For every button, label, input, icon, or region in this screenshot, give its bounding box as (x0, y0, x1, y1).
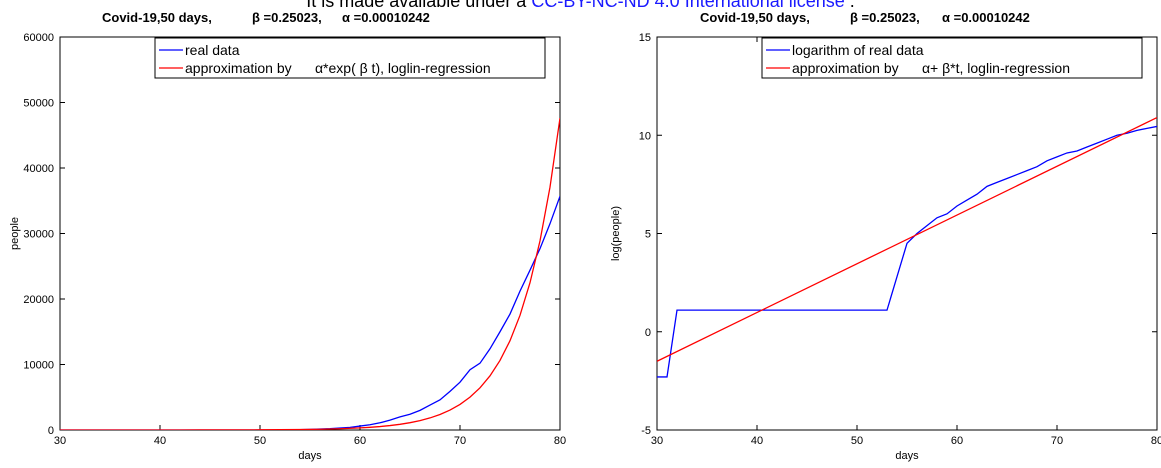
x-tick-label: 60 (951, 435, 963, 447)
license-suffix: . (844, 0, 855, 11)
x-tick-label: 40 (751, 435, 763, 447)
y-tick-label: 30000 (23, 229, 54, 241)
y-axis-label: log(people) (610, 206, 622, 261)
legend-entry: approximation by α*exp( β t), loglin-reg… (185, 60, 491, 76)
chart-title-part: Covid-19,50 days, (700, 10, 810, 25)
x-tick-label: 70 (454, 435, 466, 447)
x-tick-label: 50 (254, 435, 266, 447)
legend-entry: logarithm of real data (792, 42, 924, 58)
plot-frame (656, 36, 1158, 431)
y-tick-label: 15 (639, 32, 651, 44)
x-tick-label: 70 (1051, 435, 1063, 447)
x-tick-label: 80 (1151, 435, 1161, 447)
series-line-approximation (657, 116, 1157, 362)
y-tick-label: 0 (48, 425, 54, 437)
x-tick-label: 60 (354, 435, 366, 447)
y-tick-label: -5 (641, 425, 651, 437)
plot-frame (59, 36, 561, 431)
x-axis-label: days (895, 450, 919, 462)
y-tick-label: 20000 (23, 294, 54, 306)
chart-2: Covid-19,50 days, β =0.25023, α =0.0001024… (610, 10, 1161, 462)
legend-box (761, 37, 1143, 79)
chart-1: Covid-19,50 days, β =0.25023, α =0.0001024… (9, 10, 566, 462)
y-tick-label: 50000 (23, 98, 54, 110)
y-tick-label: 10 (639, 130, 651, 142)
legend-entry: real data (185, 42, 240, 58)
chart-title-part: α =0.00010242 (942, 10, 1030, 25)
license-notice: It is made available under a CC-BY-NC-ND… (0, 0, 1161, 11)
x-tick-label: 50 (851, 435, 863, 447)
chart-title-part: β =0.25023, (850, 10, 920, 25)
x-tick-label: 40 (154, 435, 166, 447)
x-tick-label: 30 (54, 435, 66, 447)
series-line-approximation (60, 117, 560, 430)
y-tick-label: 5 (645, 229, 651, 241)
chart-title-part: Covid-19,50 days, (102, 10, 212, 25)
y-tick-label: 10000 (23, 360, 54, 372)
legend-box (154, 37, 546, 79)
legend-entry: approximation by α+ β*t, loglin-regressi… (792, 60, 1070, 76)
y-tick-label: 0 (645, 327, 651, 339)
x-tick-label: 80 (554, 435, 566, 447)
chart-title-part: β =0.25023, (252, 10, 322, 25)
x-axis-label: days (298, 450, 322, 462)
y-tick-label: 60000 (23, 32, 54, 44)
x-tick-label: 30 (651, 435, 663, 447)
y-axis-label: people (9, 217, 21, 250)
license-link[interactable]: CC-BY-NC-ND 4.0 International license (531, 0, 845, 11)
chart-title-part: α =0.00010242 (342, 10, 430, 25)
y-tick-label: 40000 (23, 163, 54, 175)
series-line-real (657, 125, 1157, 378)
license-prefix: It is made available under a (306, 0, 532, 11)
